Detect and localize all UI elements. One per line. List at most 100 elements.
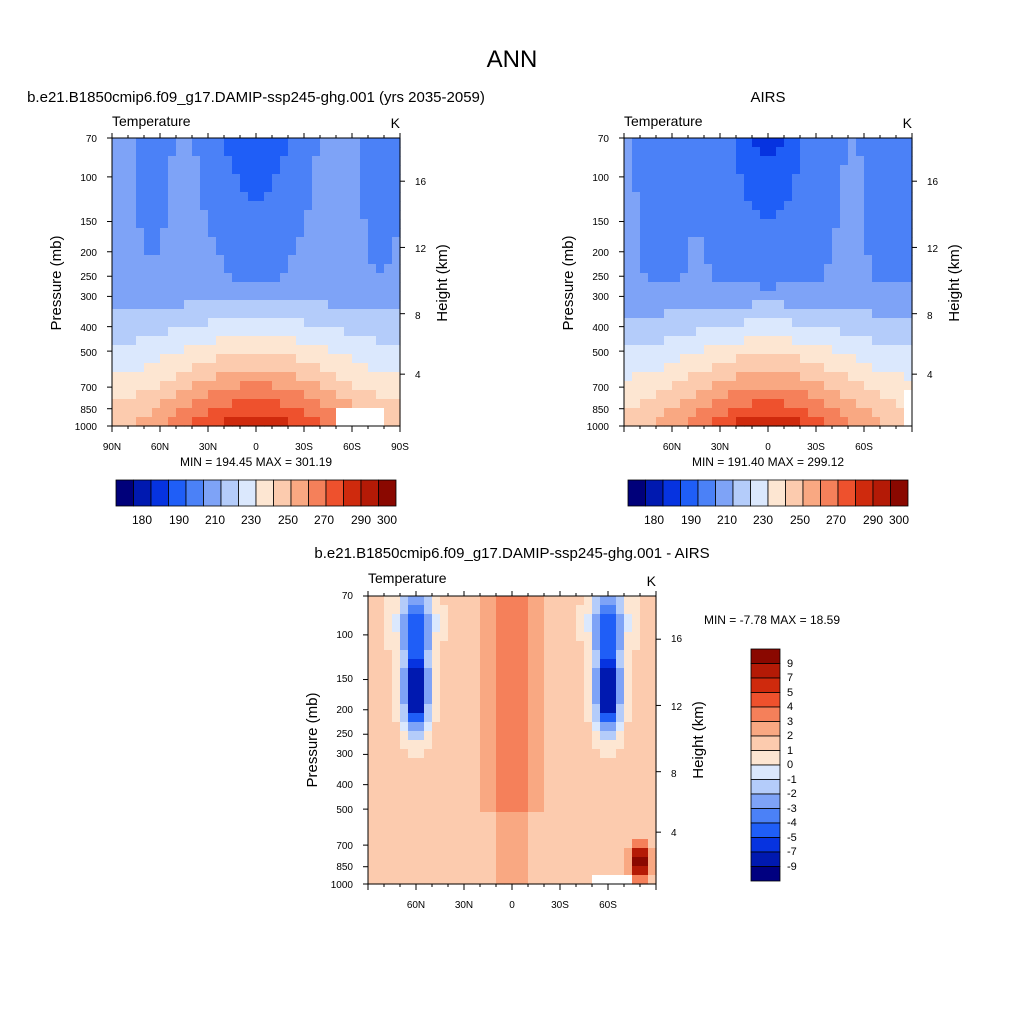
panel-obs-cell-471 xyxy=(648,255,657,265)
panel-model-colorbar-swatch-8 xyxy=(255,479,274,507)
panel-diff-cell-629 xyxy=(504,749,513,759)
panel-diff-cell-123 xyxy=(488,623,497,633)
panel-model-cell-291 xyxy=(136,210,145,220)
panel-obs-cell-330 xyxy=(672,219,681,229)
panel-model-cell-150 xyxy=(160,174,169,184)
panel-diff-cell-910 xyxy=(448,821,457,831)
panel-diff-cell-42 xyxy=(416,605,425,615)
panel-obs-cell-477 xyxy=(696,255,705,265)
panel-diff-cell-998 xyxy=(576,839,585,849)
panel-model-cell-171 xyxy=(328,174,337,184)
panel-diff-cell-870 xyxy=(416,812,425,822)
panel-diff-cell-298 xyxy=(448,668,457,678)
panel-model-cell-905 xyxy=(152,363,161,373)
panel-obs-cell-998 xyxy=(832,381,841,391)
panel-model-cell-643 xyxy=(360,291,369,301)
panel-model-cell-937 xyxy=(120,372,129,382)
panel-diff-cell-1011 xyxy=(392,848,401,858)
panel-obs-cell-55 xyxy=(776,147,785,157)
panel-diff-cell-505 xyxy=(376,722,385,732)
panel-model-colorbar-swatch-10 xyxy=(290,479,309,507)
panel-model-cell-281 xyxy=(344,201,353,211)
panel-diff-cell-5 xyxy=(408,596,417,606)
panel-diff-cell-830 xyxy=(384,803,393,813)
panel-diff-cell-308 xyxy=(528,668,537,678)
panel-obs-cell-1105 xyxy=(824,408,833,418)
panel-model-cell-752 xyxy=(368,318,377,328)
panel-obs-cell-562 xyxy=(800,273,809,283)
panel-model-cell-727 xyxy=(168,318,177,328)
panel-diff-cell-941 xyxy=(408,830,417,840)
panel-obs-cell-310 xyxy=(800,210,809,220)
panel-model-cell-182 xyxy=(128,183,137,193)
panel-model-cell-521 xyxy=(248,264,257,274)
panel-diff-cell-684 xyxy=(368,767,377,777)
panel-diff-cell-651 xyxy=(392,758,401,768)
panel-diff-cell-975 xyxy=(392,839,401,849)
panel-model-cell-365 xyxy=(152,228,161,238)
panel-model-cell-123 xyxy=(232,165,241,175)
panel-obs-cell-855 xyxy=(840,345,849,355)
panel-model-cell-417 xyxy=(280,237,289,247)
panel-obs-cell-1028 xyxy=(784,390,793,400)
panel-diff-cbar-label-neg9: -9 xyxy=(787,861,797,873)
panel-model-cell-1024 xyxy=(240,390,249,400)
panel-diff-cell-322 xyxy=(640,668,649,678)
panel-obs-cell-578 xyxy=(640,282,649,292)
panel-diff-cell-420 xyxy=(560,695,569,705)
panel-diff-cell-32 xyxy=(624,596,633,606)
panel-model-cell-296 xyxy=(176,210,185,220)
panel-diff-cell-382 xyxy=(544,686,553,696)
panel-model-cell-122 xyxy=(224,165,233,175)
panel-obs-cbar-label-190: 190 xyxy=(681,513,701,527)
panel-obs-cell-582 xyxy=(672,282,681,292)
panel-diff-cell-201 xyxy=(536,641,545,651)
panel-model-cell-146 xyxy=(128,174,137,184)
panel-diff-cell-634 xyxy=(544,749,553,759)
panel-model-cell-829 xyxy=(120,345,129,355)
panel-diff-cell-169 xyxy=(568,632,577,642)
panel-model-cell-649 xyxy=(120,300,129,310)
panel-model-y-tick-300: 300 xyxy=(80,292,97,303)
panel-model-cell-1056 xyxy=(208,399,217,409)
panel-obs-cell-130 xyxy=(800,165,809,175)
panel-diff-cell-160 xyxy=(496,632,505,642)
panel-diff-cell-909 xyxy=(440,821,449,831)
panel-model-cell-723 xyxy=(136,318,145,328)
panel-obs-cell-286 xyxy=(896,201,905,211)
panel-diff-cell-1138 xyxy=(544,875,553,885)
panel-obs-cell-735 xyxy=(744,318,753,328)
panel-obs-cell-403 xyxy=(680,237,689,247)
panel-obs-cell-292 xyxy=(656,210,665,220)
panel-model-cell-279 xyxy=(328,201,337,211)
panel-model-cell-195 xyxy=(232,183,241,193)
panel-diff-cell-1057 xyxy=(472,857,481,867)
panel-diff-cell-529 xyxy=(568,722,577,732)
panel-diff-cell-795 xyxy=(392,794,401,804)
panel-diff-cell-231 xyxy=(488,650,497,660)
panel-model-cell-84 xyxy=(208,156,217,166)
panel-obs-cell-1074 xyxy=(864,399,873,409)
panel-diff-cell-164 xyxy=(528,632,537,642)
panel-model-colorbar-swatch-3 xyxy=(168,479,187,507)
panel-obs-y-tick-300: 300 xyxy=(592,292,609,303)
panel-model-cell-828 xyxy=(112,345,121,355)
panel-diff-cell-800 xyxy=(432,794,441,804)
panel-model-cell-464 xyxy=(368,246,377,256)
panel-obs-cell-301 xyxy=(728,210,737,220)
panel-diff-cell-554 xyxy=(480,731,489,741)
panel-obs-cell-107 xyxy=(904,156,913,166)
panel-obs-cell-361 xyxy=(632,228,641,238)
panel-obs-cell-506 xyxy=(640,264,649,274)
panel-obs-cell-704 xyxy=(784,309,793,319)
panel-model-cell-320 xyxy=(368,210,377,220)
panel-obs-cell-923 xyxy=(808,363,817,373)
panel-diff-cell-459 xyxy=(584,704,593,714)
panel-model-cell-41 xyxy=(152,147,161,157)
panel-diff-cell-125 xyxy=(504,623,513,633)
panel-model-cell-1129 xyxy=(216,417,225,427)
panel-obs-cell-763 xyxy=(680,327,689,337)
panel-obs-cell-934 xyxy=(896,363,905,373)
panel-obs-cell-706 xyxy=(800,309,809,319)
panel-diff-height-tick-16: 16 xyxy=(671,634,683,645)
